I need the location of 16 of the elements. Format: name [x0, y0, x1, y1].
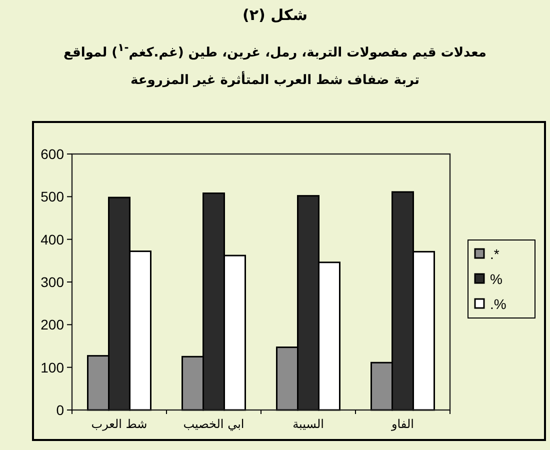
chart-title: شكل (٢): [242, 6, 308, 24]
y-tick-label: 400: [40, 231, 64, 248]
x-tick-label: السيبة: [292, 417, 324, 431]
y-tick-label: 100: [40, 359, 64, 376]
legend-label: %: [490, 271, 502, 287]
y-tick-label: 500: [40, 188, 64, 205]
x-tick-label: الفاو: [390, 417, 414, 431]
text: معدلات قيم مفصولات التربة، رمل، غرين، طين (غم.كغم$^{-١}$) لمواقع تربة ضفاف شط العرب المتأثرة غير المزروعة: [64, 41, 486, 88]
y-tick-label: 300: [40, 274, 64, 290]
y-tick-label: 600: [40, 146, 64, 162]
legend-label: .*: [490, 246, 500, 262]
legend-label: .%: [490, 296, 506, 312]
x-tick-label: شط العرب: [91, 417, 148, 431]
y-tick-label: 0: [56, 402, 64, 418]
x-tick-label: ابي الخصيب: [183, 417, 244, 431]
y-tick-label: 200: [40, 316, 64, 333]
